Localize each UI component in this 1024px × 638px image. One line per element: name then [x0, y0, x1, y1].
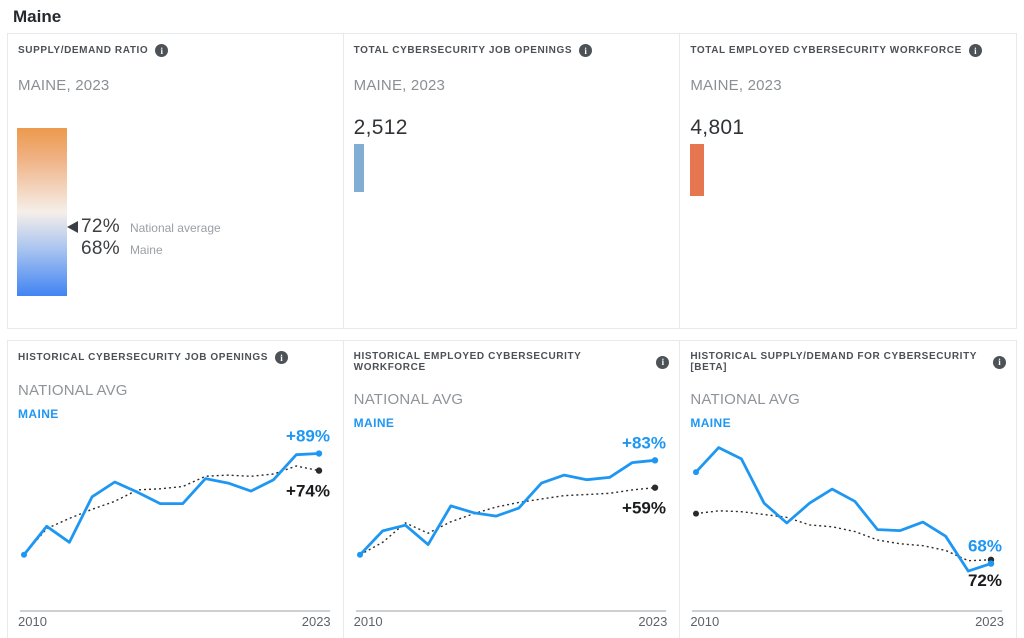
panel-title: HISTORICAL SUPPLY/DEMAND FOR CYBERSECURI…	[690, 351, 977, 373]
panel-header: HISTORICAL EMPLOYED CYBERSECURITY WORKFO…	[354, 351, 670, 373]
panel-supply-demand-ratio: SUPPLY/DEMAND RATIO i MAINE, 2023 72% Na…	[7, 33, 344, 329]
panel-title: TOTAL CYBERSECURITY JOB OPENINGS	[353, 45, 573, 56]
x-axis-end-label: 2023	[301, 614, 331, 629]
legend-maine[interactable]: MAINE	[690, 416, 731, 430]
x-axis-labels: 2010 2023	[690, 614, 1004, 629]
panel-subtitle: MAINE, 2023	[690, 77, 782, 94]
historical-supply-demand-chart: 72% 68%	[692, 446, 1003, 612]
legend-national-avg: NATIONAL AVG	[353, 391, 464, 408]
panel-header: SUPPLY/DEMAND RATIO i	[18, 44, 333, 57]
workforce-value: 4,801	[690, 116, 745, 139]
info-icon[interactable]: i	[155, 44, 169, 57]
panel-total-job-openings: TOTAL CYBERSECURITY JOB OPENINGS i MAINE…	[342, 33, 681, 329]
x-axis-start-label: 2010	[18, 614, 47, 629]
supply-demand-gradient-gauge	[17, 128, 67, 296]
panel-header: HISTORICAL SUPPLY/DEMAND FOR CYBERSECURI…	[690, 351, 1006, 373]
info-icon[interactable]: i	[275, 351, 289, 364]
panel-header: HISTORICAL CYBERSECURITY JOB OPENINGS i	[18, 351, 333, 364]
historical-job-openings-chart: +74% +89%	[20, 427, 330, 612]
job-openings-bar	[353, 144, 364, 192]
workforce-bar	[690, 144, 705, 196]
historical-workforce-chart: +59% +83%	[355, 433, 666, 612]
page-title: Maine	[13, 7, 62, 26]
gauge-pointer-icon	[67, 221, 78, 233]
svg-text:68%: 68%	[968, 537, 1002, 556]
state-value: 68%	[81, 238, 120, 259]
legend-maine[interactable]: MAINE	[18, 407, 59, 421]
x-axis-labels: 2010 2023	[354, 614, 668, 629]
x-axis-start-label: 2010	[690, 614, 720, 629]
legend-national-avg: NATIONAL AVG	[18, 382, 128, 399]
panel-historical-supply-demand: HISTORICAL SUPPLY/DEMAND FOR CYBERSECURI…	[679, 340, 1017, 638]
top-row: SUPPLY/DEMAND RATIO i MAINE, 2023 72% Na…	[7, 33, 1017, 329]
state-label: Maine	[129, 243, 163, 257]
svg-text:72%: 72%	[968, 571, 1002, 590]
panel-historical-workforce: HISTORICAL EMPLOYED CYBERSECURITY WORKFO…	[342, 340, 681, 638]
info-icon[interactable]: i	[579, 44, 593, 57]
info-icon[interactable]: i	[992, 355, 1006, 369]
svg-text:+74%: +74%	[286, 482, 330, 501]
x-axis-start-label: 2010	[353, 614, 383, 629]
national-average-value: 72%	[81, 216, 120, 237]
legend-maine[interactable]: MAINE	[353, 416, 395, 430]
x-axis-end-label: 2023	[638, 614, 668, 629]
national-average-label: National average	[129, 221, 221, 235]
panel-title: HISTORICAL CYBERSECURITY JOB OPENINGS	[18, 352, 269, 363]
gauge-annotation: 72% National average 68% Maine	[67, 216, 221, 260]
x-axis-labels: 2010 2023	[18, 614, 331, 629]
panel-header: TOTAL EMPLOYED CYBERSECURITY WORKFORCE i	[690, 44, 1006, 57]
svg-text:+89%: +89%	[286, 427, 330, 446]
panel-subtitle: MAINE, 2023	[353, 77, 446, 94]
info-icon[interactable]: i	[968, 44, 982, 57]
svg-text:+83%: +83%	[622, 433, 666, 452]
x-axis-end-label: 2023	[975, 614, 1004, 629]
state-value-row: 68% Maine	[67, 238, 221, 260]
panel-total-employed-workforce: TOTAL EMPLOYED CYBERSECURITY WORKFORCE i…	[679, 33, 1017, 329]
info-icon[interactable]: i	[656, 355, 670, 369]
panel-title: HISTORICAL EMPLOYED CYBERSECURITY WORKFO…	[353, 351, 582, 373]
legend-national-avg: NATIONAL AVG	[690, 391, 800, 408]
svg-text:+59%: +59%	[622, 499, 666, 518]
job-openings-value: 2,512	[353, 116, 408, 139]
panel-title: TOTAL EMPLOYED CYBERSECURITY WORKFORCE	[690, 45, 962, 56]
panel-header: TOTAL CYBERSECURITY JOB OPENINGS i	[354, 44, 670, 57]
panel-subtitle: MAINE, 2023	[18, 77, 110, 94]
panel-title: SUPPLY/DEMAND RATIO	[18, 45, 149, 56]
panel-historical-job-openings: HISTORICAL CYBERSECURITY JOB OPENINGS i …	[7, 340, 344, 638]
national-average-row: 72% National average	[67, 216, 221, 238]
bottom-row: HISTORICAL CYBERSECURITY JOB OPENINGS i …	[7, 340, 1017, 638]
